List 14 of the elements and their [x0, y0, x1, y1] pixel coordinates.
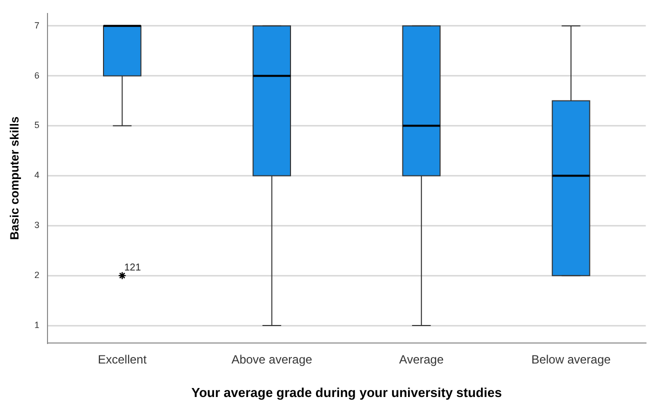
x-tick-label: Above average [231, 352, 312, 367]
y-tick-label: 4 [34, 170, 40, 180]
y-axis-title: Basic computer skills [8, 116, 22, 240]
y-tick-label: 5 [34, 120, 40, 130]
y-tick-label: 3 [34, 220, 40, 230]
y-tick-label: 6 [34, 70, 40, 80]
annotation: 121 [124, 262, 142, 274]
x-tick-label: Average [399, 352, 444, 367]
x-tick-label: Below average [531, 352, 612, 367]
y-tick-label: 7 [34, 20, 40, 30]
x-tick-label: Excellent [98, 352, 148, 367]
y-tick-label: 2 [34, 270, 40, 280]
y-tick-label: 1 [34, 320, 40, 330]
x-axis-title: Your average grade during your university studies [191, 384, 502, 400]
